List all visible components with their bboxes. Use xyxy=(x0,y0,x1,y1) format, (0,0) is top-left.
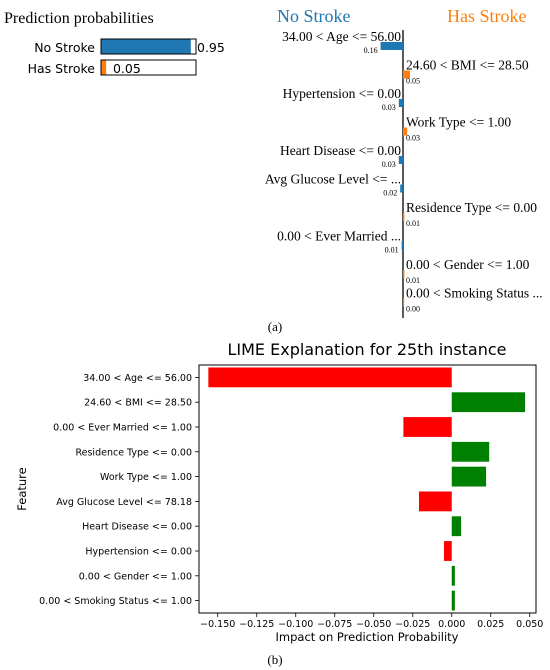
contribution-bar xyxy=(400,184,403,193)
prob-frame-has-stroke xyxy=(100,59,197,76)
prediction-probabilities-title: Prediction probabilities xyxy=(4,10,154,27)
lime-bar-hypertension-0-00 xyxy=(443,541,452,561)
contribution-row-0-00-smoking-status: 0.00 < Smoking Status ... 0.00 xyxy=(403,286,543,314)
contribution-feature-label: Residence Type <= 0.00 xyxy=(406,200,537,215)
contribution-row-residence-type-0-00: Residence Type <= 0.00 0.01 xyxy=(403,200,537,228)
contribution-weight-label: 0.01 xyxy=(406,219,420,228)
contribution-feature-label: 24.60 < BMI <= 28.50 xyxy=(406,58,529,73)
contribution-row-24-60-bmi-28-50: 24.60 < BMI <= 28.50 0.05 xyxy=(403,58,529,86)
contribution-bar xyxy=(398,156,403,164)
lime-bar-0-00-gender-1-00 xyxy=(451,565,455,586)
contribution-bar xyxy=(380,42,403,50)
lime-x-tick-label: −0.075 xyxy=(317,619,352,630)
lime-x-axis: −0.150 −0.125 −0.100 −0.075 −0.050 −0.025 0.00… xyxy=(200,613,543,630)
lime-bars xyxy=(208,367,526,611)
contribution-feature-label: 0.00 < Gender <= 1.00 xyxy=(406,257,530,272)
contribution-feature-label: Heart Disease <= 0.00 xyxy=(280,143,401,158)
contribution-weight-label: 0.03 xyxy=(382,103,396,112)
lime-y-tick-label: Work Type <= 1.00 xyxy=(100,472,192,483)
prob-frame-no-stroke xyxy=(100,38,197,55)
contribution-row-heart-disease-0-00: Heart Disease <= 0.00 0.03 xyxy=(280,143,403,169)
lime-chart-title: LIME Explanation for 25th instance xyxy=(227,340,506,359)
lime-plot-area xyxy=(198,364,537,614)
lime-y-tick-label: Avg Glucose Level <= 78.18 xyxy=(56,497,192,508)
panel-b-label: (b) xyxy=(267,652,282,667)
lime-x-tick-label: −0.025 xyxy=(395,619,430,630)
lime-bar-0-00-ever-married-1-00 xyxy=(403,417,452,437)
contribution-row-work-type-1-00: Work Type <= 1.00 0.03 xyxy=(403,115,511,143)
lime-y-tick-label: 24.60 < BMI <= 28.50 xyxy=(84,398,192,409)
contribution-weight-label: 0.03 xyxy=(406,134,420,143)
contribution-feature-label: 0.00 < Smoking Status ... xyxy=(406,286,543,301)
lime-y-tick-label: 0.00 < Smoking Status <= 1.00 xyxy=(39,596,192,607)
lime-x-tick-label: 0.025 xyxy=(477,619,504,630)
lime-x-axis-label: Impact on Prediction Probability xyxy=(276,630,459,644)
prob-label-has-stroke: Has Stroke xyxy=(28,61,96,76)
contribution-bar xyxy=(403,298,405,307)
lime-x-tick-label: 0.000 xyxy=(438,619,465,630)
prob-bar-has-stroke xyxy=(101,60,107,75)
contribution-rows: 34.00 < Age <= 56.00 0.16 24.60 < BMI <= 2… xyxy=(265,29,543,314)
contribution-row-avg-glucose-level: Avg Glucose Level <= ... 0.02 xyxy=(265,172,403,198)
lime-x-tick-label: −0.125 xyxy=(239,619,274,630)
lime-chart: LIME Explanation for 25th instance 34.00… xyxy=(15,340,543,644)
contribution-bar xyxy=(403,70,410,79)
lime-y-tick-label: Residence Type <= 0.00 xyxy=(75,447,192,458)
lime-bar-work-type-1-00 xyxy=(451,466,487,487)
prob-value-has-stroke: 0.05 xyxy=(113,61,141,76)
contribution-bar xyxy=(403,270,405,278)
contribution-weight-label: 0.05 xyxy=(406,77,420,86)
header-has-stroke: Has Stroke xyxy=(447,6,527,26)
contribution-bar xyxy=(403,213,405,221)
contribution-weight-label: 0.01 xyxy=(385,246,399,255)
contribution-row-0-00-ever-married: 0.00 < Ever Married ... 0.01 xyxy=(277,229,403,255)
lime-y-tick-label: Heart Disease <= 0.00 xyxy=(82,522,192,533)
lime-x-tick-label: −0.050 xyxy=(356,619,391,630)
contribution-weight-label: 0.00 xyxy=(406,305,420,314)
prob-label-no-stroke: No Stroke xyxy=(34,40,95,55)
panel-a-label: (a) xyxy=(268,319,282,334)
prob-bar-no-stroke xyxy=(101,39,191,54)
lime-x-tick-label: −0.100 xyxy=(278,619,313,630)
lime-bar-24-60-bmi-28-50 xyxy=(451,392,526,413)
contribution-bar xyxy=(401,241,403,250)
contribution-feature-label: Hypertension <= 0.00 xyxy=(283,86,402,101)
lime-bar-34-00-age-56-00 xyxy=(208,367,452,388)
contribution-row-34-00-age-56-00: 34.00 < Age <= 56.00 0.16 xyxy=(282,29,403,55)
contribution-feature-label: 0.00 < Ever Married ... xyxy=(277,229,401,244)
lime-y-axis: 34.00 < Age <= 56.00 24.60 < BMI <= 28.50… xyxy=(39,373,199,607)
lime-bar-heart-disease-0-00 xyxy=(451,516,462,537)
contribution-weight-label: 0.16 xyxy=(364,46,378,55)
contribution-weight-label: 0.03 xyxy=(382,160,396,169)
contribution-feature-label: Work Type <= 1.00 xyxy=(406,115,511,130)
prediction-probabilities-panel: Prediction probabilities No Stroke 0.95 … xyxy=(4,10,225,76)
lime-bar-residence-type-0-00 xyxy=(451,441,490,462)
contribution-feature-label: 34.00 < Age <= 56.00 xyxy=(282,29,401,44)
prob-value-no-stroke: 0.95 xyxy=(197,40,225,55)
lime-bar-avg-glucose-level-78-18 xyxy=(418,491,452,512)
lime-x-tick-label: −0.150 xyxy=(200,619,235,630)
contribution-bar xyxy=(403,127,408,136)
lime-x-tick-label: 0.050 xyxy=(516,619,543,630)
contribution-row-hypertension-0-00: Hypertension <= 0.00 0.03 xyxy=(283,86,403,112)
lime-bar-0-00-smoking-status-1-00 xyxy=(451,590,455,611)
contribution-weight-label: 0.01 xyxy=(406,276,420,285)
lime-y-tick-label: 34.00 < Age <= 56.00 xyxy=(83,373,192,384)
lime-y-tick-label: Hypertension <= 0.00 xyxy=(85,547,192,558)
lime-y-tick-label: 0.00 < Ever Married <= 1.00 xyxy=(53,423,192,434)
lime-y-axis-label: Feature xyxy=(15,467,29,510)
contribution-weight-label: 0.02 xyxy=(383,189,397,198)
contribution-feature-label: Avg Glucose Level <= ... xyxy=(265,172,401,187)
lime-y-tick-label: 0.00 < Gender <= 1.00 xyxy=(79,571,192,582)
feature-contributions-panel: No Stroke Has Stroke 34.00 < Age <= 56.0… xyxy=(265,6,543,318)
contribution-row-0-00-gender-1-00: 0.00 < Gender <= 1.00 0.01 xyxy=(403,257,530,285)
header-no-stroke: No Stroke xyxy=(277,6,351,26)
contribution-bar xyxy=(398,99,403,107)
